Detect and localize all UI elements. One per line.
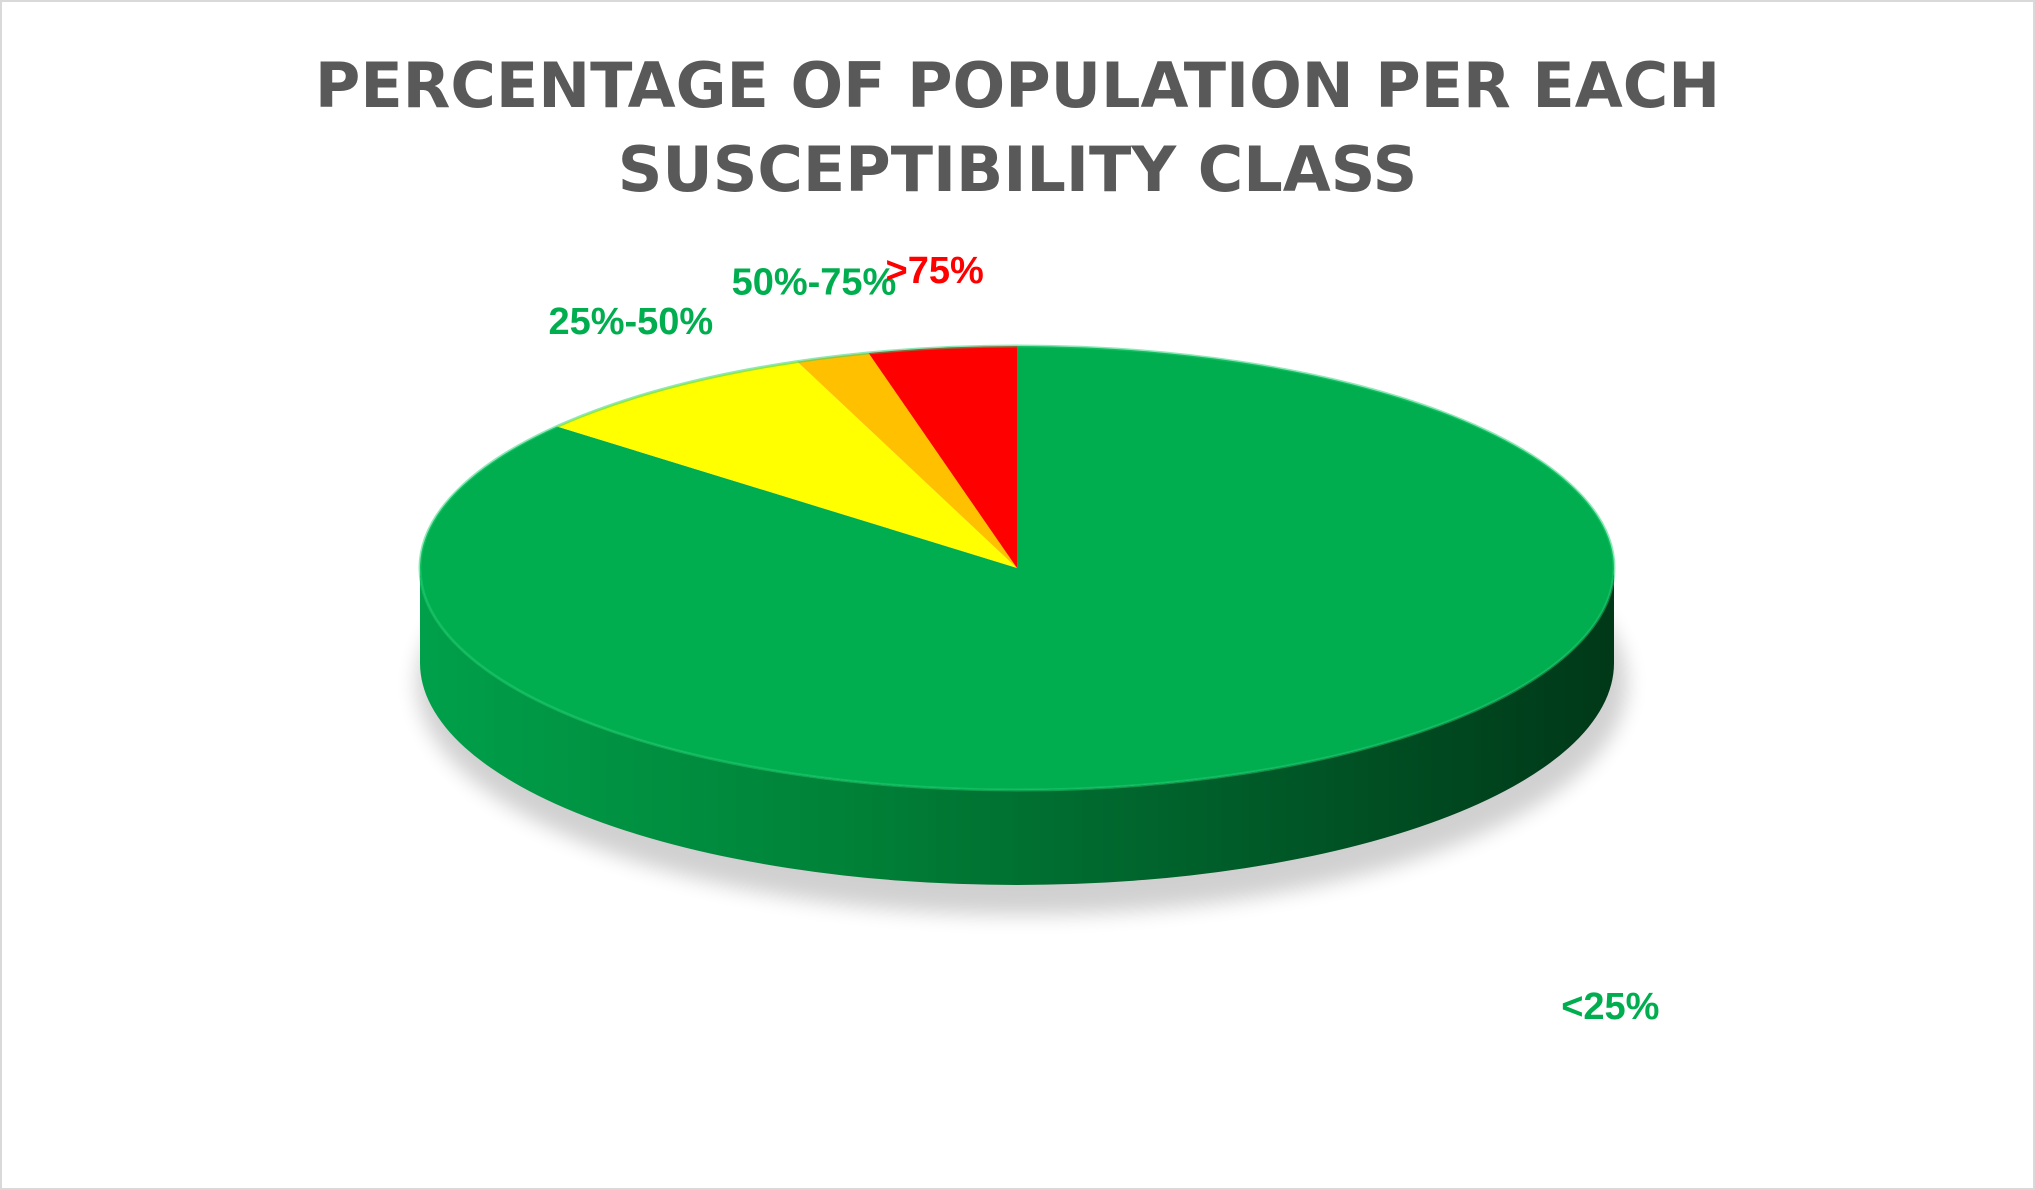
pie-rim: [418, 344, 1616, 792]
chart-title-line-2: SUSCEPTIBILITY CLASS: [617, 133, 1418, 206]
pie-slice: [557, 361, 1017, 568]
chart-title-line-1: PERCENTAGE OF POPULATION PER EACH: [314, 49, 1721, 122]
pie-slice: [797, 352, 1017, 568]
chart-title: PERCENTAGE OF POPULATION PER EACH SUSCEP…: [0, 44, 2035, 212]
data-label: 25%-50%: [548, 301, 713, 343]
pie-slice: [868, 346, 1017, 568]
data-label: >75%: [886, 250, 984, 292]
pie-slice: [420, 346, 1615, 790]
data-label: 50%-75%: [732, 262, 897, 304]
pie-slice-side: [420, 568, 1614, 885]
data-label: <25%: [1561, 986, 1659, 1028]
